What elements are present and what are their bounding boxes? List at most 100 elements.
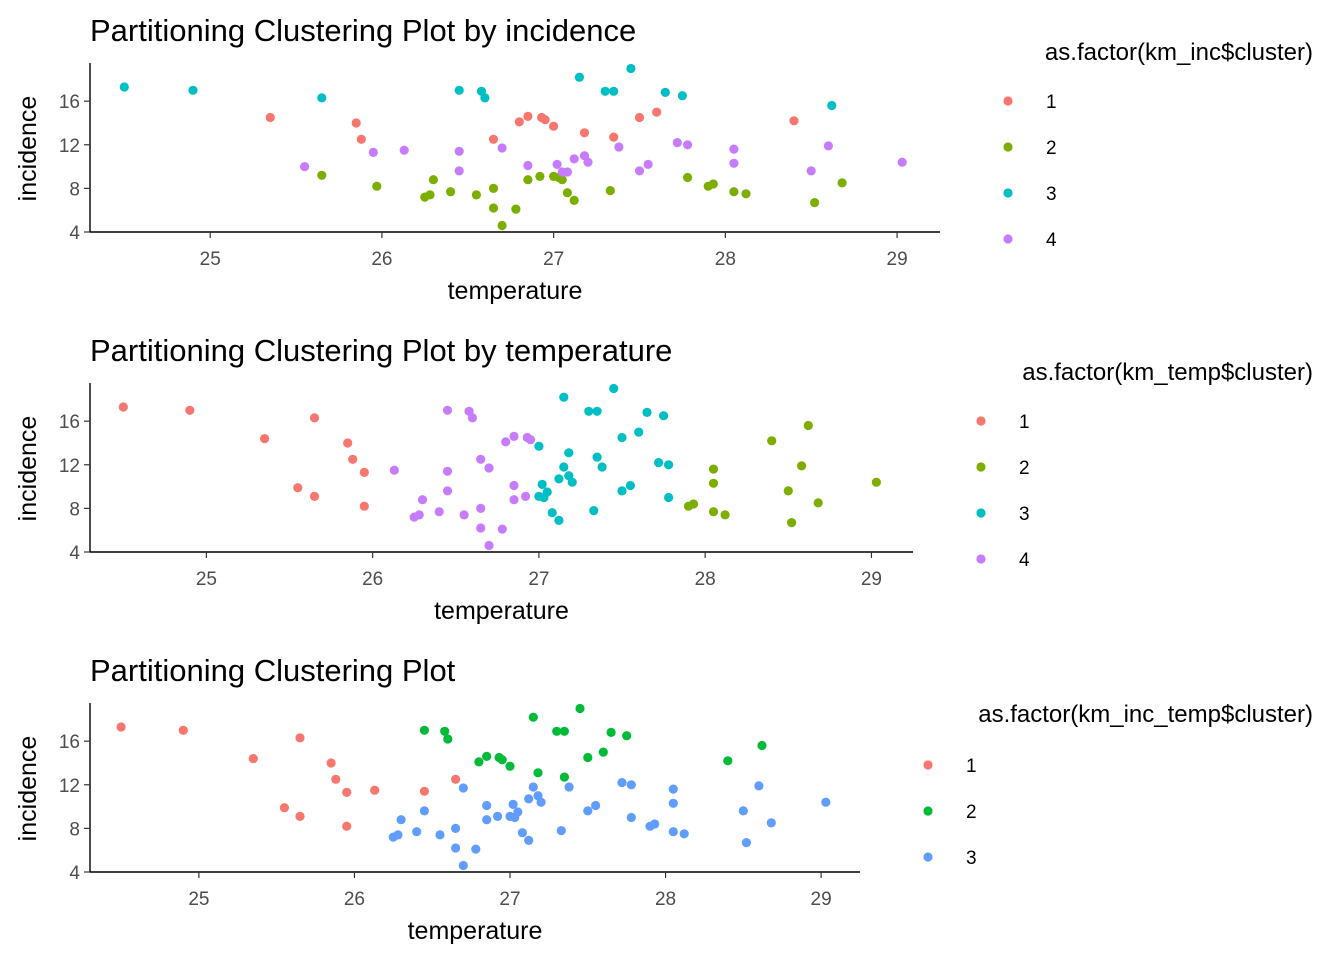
y-tick-label: 4 — [69, 543, 80, 564]
data-point — [528, 712, 538, 722]
y-tick-label: 8 — [69, 179, 80, 200]
data-point — [660, 87, 670, 97]
data-point — [533, 768, 543, 778]
chart-title: Partitioning Clustering Plot — [90, 653, 456, 688]
data-point — [787, 518, 797, 528]
data-point — [488, 183, 499, 193]
legend-label: 4 — [1019, 550, 1030, 571]
data-point — [295, 733, 305, 743]
data-point — [248, 754, 258, 764]
data-point — [598, 747, 608, 757]
data-point — [419, 725, 429, 735]
data-point — [622, 731, 632, 741]
legend-key — [976, 508, 986, 518]
data-point — [634, 427, 644, 437]
y-tick-label: 8 — [69, 499, 80, 520]
legend-label: 2 — [966, 802, 977, 823]
data-point — [396, 815, 406, 825]
data-point — [293, 483, 303, 493]
data-point — [476, 523, 486, 533]
data-point — [188, 85, 198, 95]
data-point — [806, 166, 816, 176]
data-point — [451, 823, 461, 834]
data-point — [399, 145, 409, 155]
legend-label: 4 — [1046, 230, 1057, 251]
y-tick-label: 12 — [59, 776, 80, 797]
chart-title: Partitioning Clustering Plot by temperat… — [90, 333, 672, 368]
data-point — [260, 434, 270, 444]
data-point — [119, 82, 129, 92]
chart-panel-2: Partitioning Clustering Plot by temperat… — [14, 333, 1313, 625]
x-tick-label: 28 — [715, 249, 736, 270]
data-point — [537, 479, 547, 489]
data-point — [556, 826, 566, 836]
x-tick-label: 27 — [499, 889, 520, 910]
x-tick-label: 25 — [188, 889, 209, 910]
data-point — [505, 761, 515, 771]
data-point — [574, 72, 585, 82]
data-point — [617, 432, 627, 443]
legend-label: 2 — [1046, 138, 1057, 159]
data-point — [562, 167, 573, 177]
data-point — [536, 797, 546, 807]
data-point — [434, 507, 444, 517]
legend-key — [976, 554, 986, 564]
data-point — [451, 843, 461, 853]
data-point — [488, 134, 499, 144]
y-tick-label: 16 — [59, 412, 80, 433]
data-point — [534, 441, 544, 451]
legend-key — [923, 806, 933, 816]
legend-key — [976, 416, 986, 426]
data-point — [476, 503, 486, 513]
data-point — [443, 734, 453, 744]
data-point — [683, 172, 693, 183]
data-point — [547, 508, 557, 518]
legend-key — [1003, 142, 1013, 152]
x-axis-title: temperature — [448, 277, 583, 305]
chart-panel-3: Partitioning Clustering Plot 25 26 27 28 29 4 8… — [14, 653, 1313, 945]
legend-label: 3 — [1046, 184, 1057, 205]
data-point — [497, 143, 507, 153]
data-point — [789, 116, 799, 126]
data-point — [664, 460, 674, 470]
data-point — [688, 499, 699, 509]
data-point — [592, 406, 602, 416]
data-point — [708, 478, 719, 488]
y-tick-label: 16 — [59, 732, 80, 753]
data-point — [393, 830, 403, 840]
legend-key — [976, 462, 986, 472]
data-point — [643, 159, 653, 169]
data-point — [659, 411, 669, 421]
data-point — [523, 160, 533, 171]
data-point — [331, 774, 341, 784]
data-point — [348, 454, 358, 464]
data-point — [295, 811, 305, 822]
data-point — [549, 121, 559, 131]
x-tick-label: 27 — [543, 249, 564, 270]
data-point — [419, 806, 429, 816]
data-point — [309, 413, 320, 423]
data-point — [605, 186, 615, 196]
data-point — [668, 784, 678, 794]
data-point — [118, 402, 128, 412]
data-point — [600, 86, 610, 96]
data-point — [708, 507, 719, 517]
y-tick-label: 8 — [69, 819, 80, 840]
data-point — [300, 162, 310, 172]
y-axis-title: incidence — [14, 736, 42, 842]
data-point — [609, 132, 619, 142]
data-point — [609, 86, 619, 96]
data-point — [414, 510, 424, 520]
data-point — [501, 437, 511, 447]
data-point — [897, 157, 907, 167]
data-point — [708, 464, 719, 474]
data-point — [116, 722, 126, 732]
legend-label: 1 — [1019, 412, 1030, 433]
data-point — [372, 181, 382, 191]
data-point — [509, 495, 519, 505]
data-point — [480, 93, 490, 103]
data-point — [458, 783, 468, 793]
data-point — [356, 134, 366, 144]
data-point — [517, 828, 528, 838]
data-point — [642, 407, 652, 417]
